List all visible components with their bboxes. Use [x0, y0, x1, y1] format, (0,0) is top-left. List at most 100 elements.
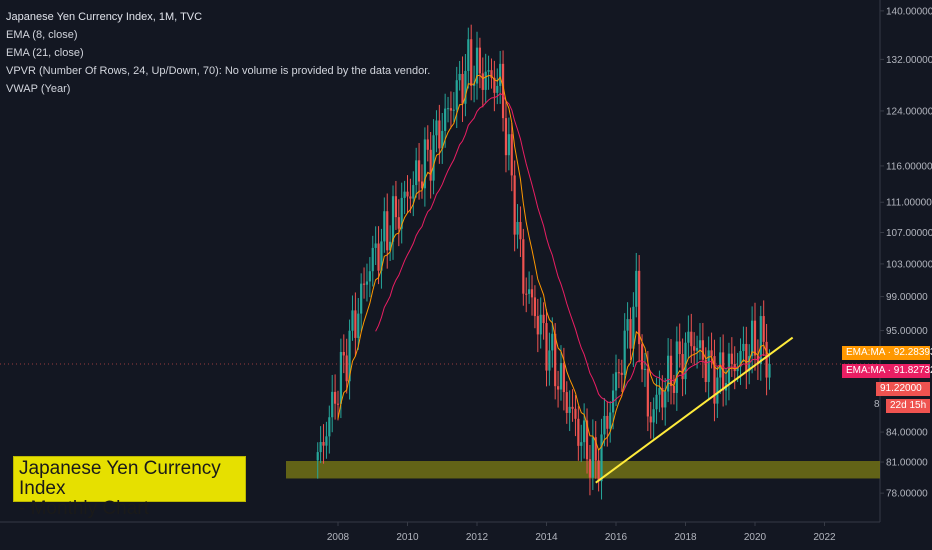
candle-body	[554, 333, 557, 387]
candle-body	[316, 452, 319, 461]
ema8-tag-label: EMA:MA	[846, 347, 885, 358]
candle-body	[435, 120, 438, 136]
candle-body	[716, 377, 719, 404]
candle-body	[632, 306, 635, 349]
legend-ema21: EMA (21, close)	[6, 47, 84, 59]
candle-body	[704, 359, 707, 383]
candle-body	[530, 289, 534, 298]
candle-body	[620, 372, 623, 375]
ema21-tag-label: EMA:MA	[846, 365, 885, 376]
time-tick-label: 2012	[466, 532, 489, 543]
candle-body	[400, 197, 403, 229]
legend-vwap: VWAP (Year)	[6, 83, 71, 95]
legend-ema8: EMA (8, close)	[6, 29, 78, 41]
candle-body	[669, 355, 673, 387]
candle-body	[328, 417, 331, 437]
candle-body	[649, 416, 652, 423]
candle-body	[684, 342, 687, 380]
candle-body	[568, 406, 571, 413]
ema8-line	[337, 74, 770, 452]
chart-title: Japanese Yen Currency Index, 1M, TVC	[6, 11, 203, 23]
candle-body	[551, 333, 554, 351]
candle-body	[507, 134, 510, 156]
last-price-value: 91.22000	[880, 383, 922, 394]
candle-body	[467, 39, 470, 71]
candle-body	[386, 211, 389, 251]
candle-body	[603, 415, 606, 435]
candle-body	[548, 350, 551, 371]
countdown-tag: 22d 15h	[886, 399, 930, 413]
candle-body	[452, 109, 455, 111]
candle-body	[629, 319, 632, 349]
candle-body	[571, 406, 574, 409]
candle-body	[707, 350, 710, 383]
candle-body	[339, 352, 342, 404]
candle-body	[383, 211, 386, 242]
candle-body	[331, 391, 334, 418]
candle-body	[533, 297, 537, 317]
candle-body	[510, 134, 513, 176]
candle-body	[412, 185, 415, 199]
candle-body	[739, 351, 742, 367]
candle-body	[693, 346, 696, 351]
candle-body	[461, 73, 464, 104]
ema21-tag-value: 91.82732	[893, 365, 932, 376]
candle-body	[762, 316, 765, 342]
candle-body	[513, 175, 516, 235]
candle-body	[556, 386, 560, 390]
candle-body	[499, 63, 502, 86]
candle-body	[672, 386, 676, 393]
price-tick-label: 103.00000	[886, 259, 932, 270]
hidden-axis-label: 8	[874, 399, 880, 410]
candle-body	[417, 160, 421, 182]
candle-body	[727, 353, 731, 384]
candle-body	[583, 420, 586, 443]
price-tick-label: 132.00000	[886, 55, 932, 66]
annotation-line2: - Monthly Chart	[19, 498, 149, 519]
candle-body	[449, 108, 453, 111]
candle-body	[710, 350, 713, 357]
candle-body	[496, 85, 499, 93]
candle-body	[504, 118, 508, 156]
chart-annotation: Japanese Yen Currency Index - Monthly Ch…	[13, 456, 246, 519]
candle-body	[528, 289, 531, 294]
ema21-line	[375, 92, 770, 404]
candle-body	[753, 320, 757, 356]
candle-body	[600, 434, 603, 482]
candle-body	[667, 355, 670, 392]
candle-body	[458, 73, 461, 81]
candle-body	[690, 331, 693, 347]
candle-body	[473, 83, 476, 86]
price-tick-label: 95.00000	[886, 326, 928, 337]
candle-body	[658, 388, 661, 395]
candle-body	[394, 196, 398, 218]
candle-body	[516, 221, 519, 235]
time-tick-label: 2018	[674, 532, 697, 543]
candle-body	[423, 139, 426, 189]
candle-body	[736, 366, 739, 372]
candle-body	[597, 460, 600, 482]
candle-body	[730, 353, 733, 364]
candle-body	[525, 293, 528, 295]
candle-body	[406, 191, 409, 197]
time-tick-label: 2016	[605, 532, 628, 543]
candle-body	[380, 241, 383, 271]
time-tick-label: 2010	[396, 532, 419, 543]
price-tick-label: 84.00000	[886, 428, 928, 439]
candle-body	[362, 283, 366, 285]
candle-body	[409, 196, 412, 199]
ema21-price-tag: EMA:MA · 91.82732	[842, 364, 932, 378]
candle-body	[325, 436, 328, 446]
candle-body	[609, 412, 612, 429]
price-tick-label: 111.00000	[886, 198, 932, 209]
candle-body	[591, 437, 594, 478]
candle-body	[562, 363, 565, 393]
candle-body	[322, 442, 325, 446]
candle-body	[487, 70, 490, 72]
time-tick-label: 2022	[813, 532, 836, 543]
candle-body	[371, 247, 374, 272]
price-tick-label: 116.00000	[886, 161, 932, 172]
candle-body	[606, 415, 609, 429]
candle-body	[655, 394, 658, 410]
